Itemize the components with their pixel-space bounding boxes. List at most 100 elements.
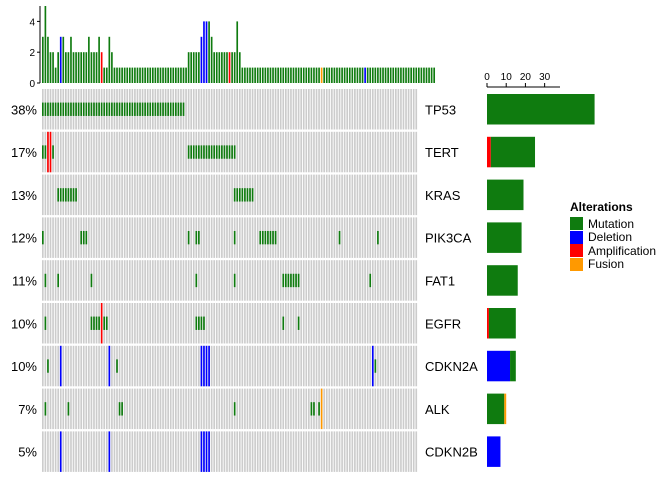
oncoprint-cell	[290, 388, 292, 430]
oncoprint-cell	[415, 388, 418, 430]
oncoprint-cell	[397, 431, 400, 472]
alteration-mark	[203, 145, 205, 159]
oncoprint-cell	[77, 388, 80, 430]
alteration-mark	[67, 102, 70, 116]
oncoprint-cell	[231, 260, 233, 301]
oncoprint-cell	[336, 303, 338, 344]
oncoprint-cell	[144, 217, 146, 258]
pct-label-tert: 17%	[11, 145, 37, 160]
oncoprint-cell	[348, 303, 351, 344]
oncoprint-cell	[405, 388, 407, 430]
oncoprint-cell	[264, 431, 267, 472]
oncoprint-cell	[118, 131, 121, 173]
oncoprint-cell	[198, 89, 200, 130]
oncoprint-cell	[256, 345, 259, 387]
oncoprint-cell	[195, 388, 198, 430]
oncoprint-cell	[261, 388, 264, 430]
oncoprint-cell	[238, 345, 241, 387]
oncoprint-cell	[387, 345, 389, 387]
oncoprint-cell	[241, 303, 244, 344]
oncoprint-cell	[269, 131, 272, 173]
oncoprint-cell	[318, 431, 320, 472]
top-bar	[223, 52, 226, 83]
summary-bar-egfr-amplification	[487, 308, 489, 339]
oncoprint-cell	[315, 345, 318, 387]
oncoprint-cell	[400, 431, 402, 472]
oncoprint-cell	[185, 131, 187, 173]
oncoprint-cell	[77, 345, 80, 387]
legend-swatch-deletion	[570, 230, 583, 244]
oncoprint-cell	[121, 174, 123, 216]
oncoprint-cell	[113, 217, 116, 258]
oncoprint-cell	[251, 388, 254, 430]
alteration-mark	[238, 188, 241, 202]
oncoprint-cell	[90, 174, 93, 216]
top-bar	[297, 67, 300, 83]
oncoprint-cell	[95, 131, 98, 173]
top-bar	[215, 52, 218, 83]
top-bar	[313, 67, 315, 83]
oncoprint-cell	[274, 131, 277, 173]
alteration-mark	[44, 102, 47, 116]
oncoprint-cell	[65, 303, 67, 344]
top-bar	[325, 67, 328, 83]
oncoprint-cell	[356, 303, 359, 344]
oncoprint-cell	[113, 431, 116, 472]
oncoprint-cell	[231, 431, 233, 472]
oncoprint-cell	[121, 431, 123, 472]
oncoprint-cell	[369, 131, 372, 173]
top-bar	[98, 36, 100, 83]
oncoprint-cell	[333, 89, 336, 130]
oncoprint-cell	[175, 260, 177, 301]
oncoprint-cell	[238, 303, 241, 344]
oncoprint-cell	[72, 131, 75, 173]
oncoprint-cell	[318, 174, 320, 216]
top-bar-tick-label: 4	[29, 17, 35, 28]
oncoprint-cell	[98, 174, 100, 216]
alteration-mark	[233, 145, 236, 159]
alteration-mark	[42, 230, 44, 245]
oncoprint-cell	[267, 89, 269, 130]
alteration-mark	[195, 273, 198, 288]
oncoprint-cell	[323, 131, 326, 173]
oncoprint-cell	[256, 217, 259, 258]
oncoprint-cell	[259, 174, 262, 216]
legend-label-mutation: Mutation	[588, 216, 635, 231]
oncoprint-cell	[346, 388, 349, 430]
oncoprint-cell	[111, 131, 113, 173]
alteration-mark	[54, 102, 57, 116]
oncoprint-row-fat1	[42, 260, 418, 301]
oncoprint-cell	[246, 89, 249, 130]
oncoprint-cell	[146, 388, 149, 430]
oncoprint-cell	[159, 174, 162, 216]
oncoprint-cell	[249, 131, 251, 173]
alteration-mark	[371, 345, 374, 387]
oncoprint-cell	[146, 174, 149, 216]
oncoprint-cell	[389, 174, 392, 216]
oncoprint-cell	[284, 131, 287, 173]
oncoprint-cell	[387, 303, 389, 344]
oncoprint-cell	[192, 303, 195, 344]
oncoprint-cell	[394, 388, 397, 430]
oncoprint-cell	[238, 131, 241, 173]
top-bar	[333, 67, 336, 83]
oncoprint-cell	[75, 345, 77, 387]
oncoprint-cell	[108, 131, 111, 173]
oncoprint-cell	[343, 431, 346, 472]
oncoprint-cell	[346, 431, 349, 472]
oncoprint-cell	[144, 174, 146, 216]
oncoprint-cell	[282, 131, 285, 173]
oncoprint-cell	[325, 131, 328, 173]
oncoprint-cell	[44, 217, 47, 258]
oncoprint-cell	[59, 388, 62, 430]
alteration-mark	[105, 102, 108, 116]
oncoprint-cell	[208, 174, 210, 216]
oncoprint-cell	[366, 217, 369, 258]
oncoprint-cell	[103, 260, 106, 301]
alteration-mark	[228, 145, 231, 159]
oncoprint-cell	[100, 174, 103, 216]
oncoprint-cell	[49, 431, 52, 472]
oncoprint-cell	[394, 260, 397, 301]
top-bar	[418, 67, 420, 83]
oncoprint-cell	[49, 174, 52, 216]
